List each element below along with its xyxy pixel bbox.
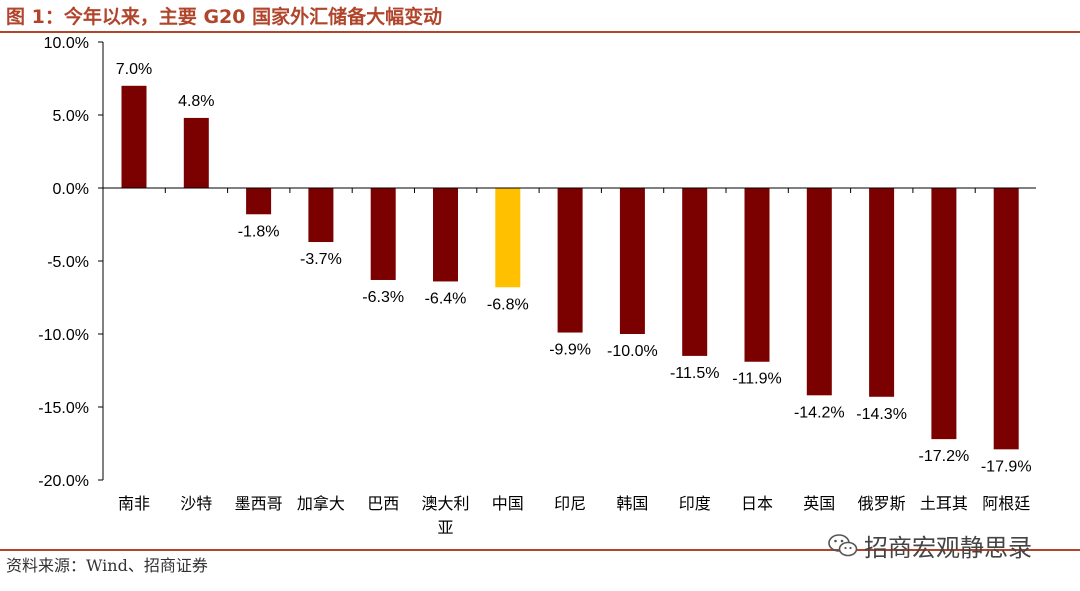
category-label: 日本 xyxy=(741,494,773,513)
data-label: -6.3% xyxy=(362,289,404,306)
bar xyxy=(183,117,209,188)
data-label: -11.5% xyxy=(670,365,720,382)
category-label: 韩国 xyxy=(616,494,648,513)
bar xyxy=(931,188,957,440)
data-label: -3.7% xyxy=(300,251,342,268)
y-tick-label: -15.0% xyxy=(38,400,89,417)
source-note: 资料来源：Wind、招商证券 xyxy=(6,556,208,575)
category-label: 加拿大 xyxy=(297,494,345,513)
bar-chart: 10.0% 5.0% 0.0% -5.0% -10.0% -15.0% -20.0% 7.0%… xyxy=(38,35,1036,537)
category-label: 阿根廷 xyxy=(982,494,1030,513)
y-tick-label: -5.0% xyxy=(47,254,89,271)
data-label: 4.8% xyxy=(178,93,214,110)
category-label: 墨西哥 xyxy=(235,494,283,513)
y-tick-label: -10.0% xyxy=(38,327,89,344)
data-label: -17.2% xyxy=(919,448,970,465)
data-label: -11.9% xyxy=(732,371,782,388)
y-tick-label: -20.0% xyxy=(38,473,89,490)
watermark: 招商宏观静思录 xyxy=(828,528,1032,563)
data-label: -6.4% xyxy=(425,290,467,307)
data-label: -17.9% xyxy=(981,458,1032,475)
bar xyxy=(121,85,147,188)
data-label: -10.0% xyxy=(607,343,658,360)
data-label: 7.0% xyxy=(116,61,152,78)
title-rule xyxy=(0,31,1080,33)
category-label: 亚 xyxy=(437,518,453,537)
bar xyxy=(246,188,272,215)
y-tick-label: 0.0% xyxy=(53,181,89,198)
data-label: -6.8% xyxy=(487,296,529,313)
bar xyxy=(806,188,832,396)
data-label: -14.3% xyxy=(856,406,907,423)
y-tick-label: 10.0% xyxy=(44,35,89,52)
wechat-icon xyxy=(828,533,858,556)
data-label: -14.2% xyxy=(794,404,845,421)
category-label: 澳大利 xyxy=(421,494,469,513)
category-label: 印度 xyxy=(679,494,711,513)
bar xyxy=(744,188,770,362)
category-label: 沙特 xyxy=(180,494,212,513)
y-tick-label: 5.0% xyxy=(53,108,89,125)
footer-rule xyxy=(0,549,1080,551)
bar xyxy=(682,188,708,356)
category-label: 印尼 xyxy=(554,494,586,513)
bar xyxy=(557,188,583,333)
watermark-text: 招商宏观静思录 xyxy=(864,534,1032,562)
bar xyxy=(433,188,458,282)
chart-title: 图 1：今年以来，主要 G20 国家外汇储备大幅变动 xyxy=(6,6,443,28)
bar xyxy=(308,188,334,243)
bar xyxy=(495,188,521,288)
bar xyxy=(869,188,895,397)
bar xyxy=(370,188,396,280)
bar xyxy=(619,188,645,334)
bar xyxy=(993,188,1019,450)
category-label: 南非 xyxy=(118,494,150,513)
category-label: 英国 xyxy=(803,494,835,513)
category-label: 巴西 xyxy=(367,494,399,513)
data-label: -9.9% xyxy=(549,342,591,359)
category-label: 俄罗斯 xyxy=(858,494,906,513)
data-label: -1.8% xyxy=(238,223,280,240)
category-label: 中国 xyxy=(492,494,524,513)
category-label: 土耳其 xyxy=(920,494,968,513)
